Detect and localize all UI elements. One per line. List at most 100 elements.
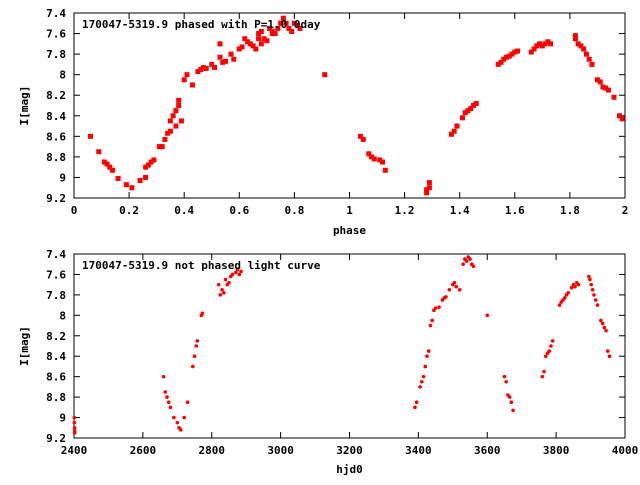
unphased-plot-frame (73, 253, 626, 439)
phased-data-point (616, 113, 622, 119)
phased-data-point (212, 64, 218, 70)
unphased-data-point (421, 374, 426, 379)
phased-data-point (468, 106, 474, 112)
unphased-data-point (72, 425, 77, 430)
phased-data-point (465, 108, 471, 114)
unphased-data-point (182, 415, 186, 420)
phased-data-point (278, 20, 284, 26)
unphased-data-point (452, 280, 457, 285)
unphased-data-point (457, 287, 462, 292)
unphased-data-point (602, 325, 607, 330)
unphased-data-point (599, 318, 603, 323)
unphased-y-tick-label: 7.4 (46, 248, 66, 261)
unphased-data-point (573, 284, 577, 289)
unphased-data-point (509, 400, 514, 405)
phased-data-point (170, 113, 176, 119)
unphased-data-point (590, 287, 595, 292)
unphased-x-tick-label: 4000 (612, 444, 639, 457)
phased-data-point (176, 103, 182, 108)
phased-data-point (289, 29, 295, 34)
unphased-data-point (234, 270, 238, 275)
phased-data-point (581, 46, 587, 52)
phased-data-point (495, 61, 501, 67)
phased-x-tick-label: 1.4 (450, 204, 470, 217)
phased-data-point (286, 25, 292, 31)
phased-data-point (619, 116, 625, 122)
phased-data-point (358, 133, 364, 139)
phased-data-point (512, 49, 518, 55)
unphased-data-point (72, 431, 77, 435)
phased-data-point (545, 39, 551, 45)
phased-y-tick-label: 8.4 (46, 110, 66, 123)
unphased-data-point (437, 305, 441, 309)
unphased-x-tick-label: 3400 (405, 444, 432, 457)
unphased-panel: 2400 2600 2800 3000 3200 3400 3600 3800 4000 7.4 7… (18, 248, 638, 476)
unphased-data-point (461, 262, 465, 267)
phased-data-point (203, 66, 209, 71)
phased-plot-frame (73, 12, 626, 199)
phased-data-point (165, 130, 171, 136)
phased-data-point (572, 36, 578, 42)
phased-data-point (291, 20, 297, 26)
unphased-data-point (235, 267, 240, 272)
unphased-x-axis-label: hjd0 (336, 463, 363, 476)
phased-data-point (143, 164, 149, 170)
unphased-x-tick-label: 3600 (474, 444, 501, 457)
phased-data-point (539, 43, 545, 49)
phased-data-point (217, 41, 223, 47)
unphased-data-point (227, 280, 231, 285)
unphased-data-point (502, 374, 507, 379)
phased-data-point (542, 41, 548, 47)
phased-data-point (167, 118, 173, 124)
phased-data-point (380, 159, 386, 165)
unphased-data-point (543, 354, 548, 359)
unphased-x-tick-label: 3800 (543, 444, 570, 457)
phased-data-point (498, 59, 504, 65)
phased-data-point (597, 79, 603, 85)
phased-x-tick-label: 1.2 (395, 204, 415, 217)
unphased-data-point (588, 277, 592, 282)
phased-data-point (504, 54, 510, 60)
phased-data-point (572, 33, 578, 39)
phased-data-point (195, 69, 201, 75)
phased-data-point (426, 185, 432, 191)
phased-data-point (586, 56, 592, 62)
unphased-data-point (430, 318, 434, 323)
unphased-y-tick-label: 8.2 (46, 330, 66, 343)
unphased-y-axis-label: I[mag] (18, 326, 31, 366)
phased-data-point (473, 100, 479, 106)
phased-data-point (253, 46, 259, 52)
unphased-data-point (605, 349, 610, 353)
phased-data-point (217, 54, 223, 60)
unphased-data-point (239, 269, 243, 274)
unphased-data-point (589, 282, 594, 287)
phased-y-tick-label: 9.2 (46, 192, 66, 205)
unphased-data-point (562, 296, 567, 300)
phased-data-point (261, 36, 267, 42)
phased-data-point (137, 178, 143, 184)
phased-x-tick-label: 0.4 (174, 204, 194, 217)
unphased-data-point (595, 303, 600, 307)
phased-data-point (611, 94, 617, 100)
phased-data-point (178, 118, 184, 124)
unphased-data-point (161, 374, 166, 379)
phased-data-point (506, 53, 512, 59)
phased-chart-title: 170047-5319.9 phased with P=1.0 0day (82, 18, 321, 31)
unphased-data-point (507, 395, 512, 399)
phased-data-point (145, 162, 151, 168)
unphased-data-point (220, 287, 224, 292)
phased-panel: 0 0.2 0.4 0.6 0.8 1 1.2 1.4 1.6 1.8 2 7.4 7.6 7.8 8 8.2… (18, 7, 628, 237)
unphased-x-tick-label: 2400 (61, 444, 88, 457)
phased-data-point (600, 84, 606, 90)
unphased-data-point (604, 328, 608, 333)
unphased-data-point (163, 390, 168, 394)
unphased-data-point (447, 287, 452, 292)
unphased-data-point (72, 420, 77, 425)
phased-data-point (123, 182, 129, 188)
phased-data-point (426, 180, 432, 186)
phased-data-point (129, 185, 135, 191)
phased-data-point (115, 175, 121, 181)
unphased-data-point (444, 295, 448, 299)
phased-data-point (297, 25, 303, 31)
